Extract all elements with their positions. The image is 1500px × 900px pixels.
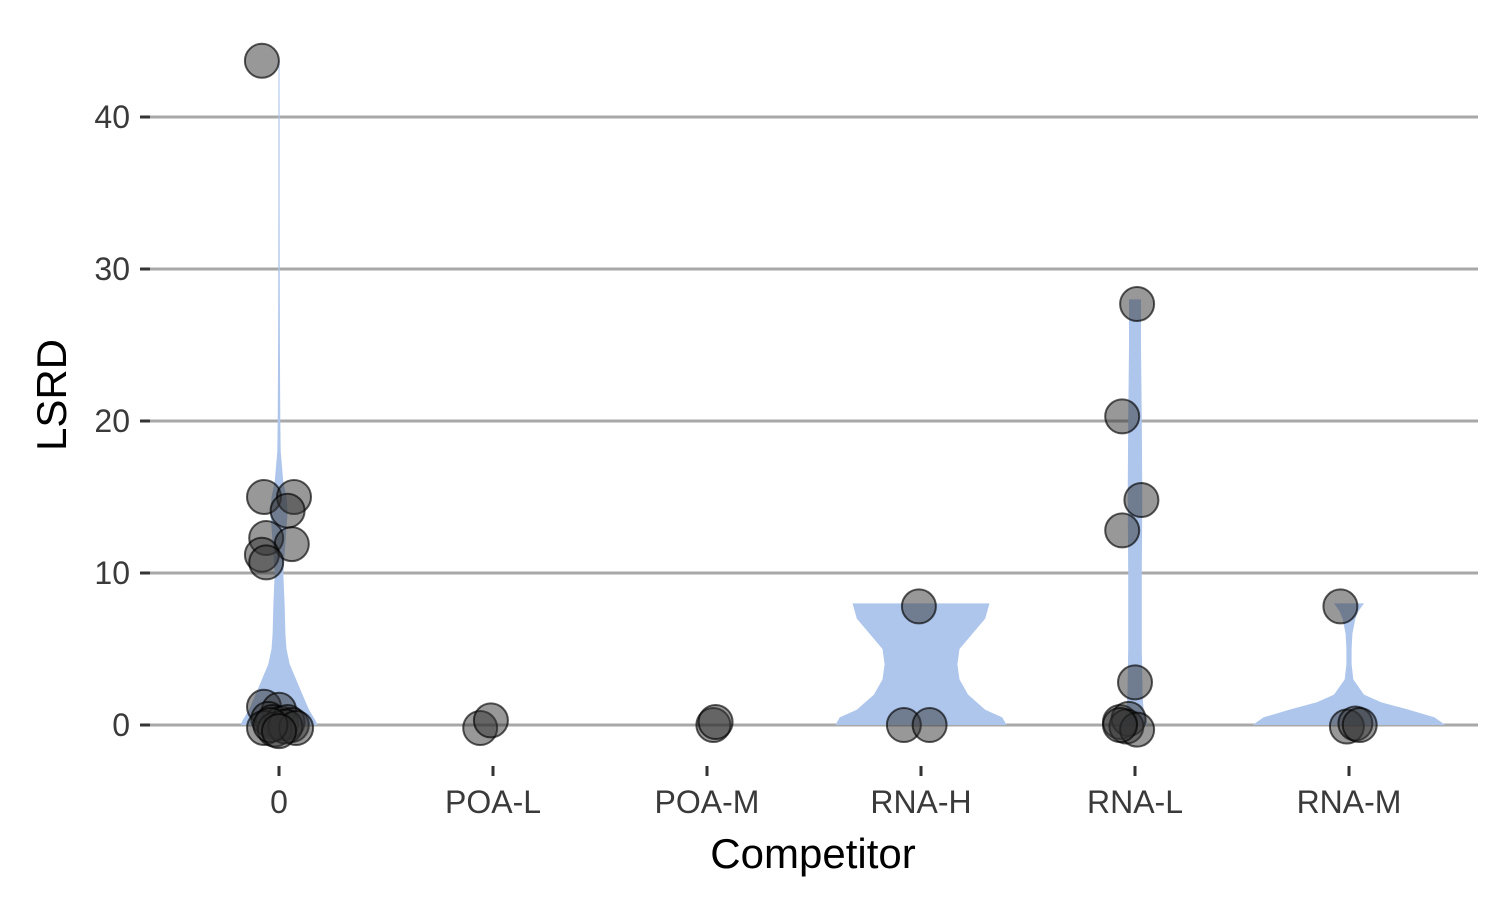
y-tick-label: 40 (94, 99, 130, 135)
x-tick-label: POA-M (655, 784, 760, 820)
y-tick-label: 30 (94, 251, 130, 287)
data-point (911, 707, 948, 743)
data-point (248, 544, 285, 581)
x-tick-label: RNA-M (1297, 784, 1402, 820)
data-point (261, 713, 297, 750)
x-tick-label: RNA-H (870, 784, 971, 820)
y-tick-label: 10 (94, 555, 130, 591)
data-point (1104, 398, 1141, 435)
x-tick-label: 0 (270, 784, 288, 820)
data-point (1102, 707, 1138, 743)
y-tick-label: 0 (112, 707, 130, 743)
data-point (900, 588, 937, 625)
x-axis-title: Competitor (710, 830, 915, 877)
x-tick-label: POA-L (445, 784, 541, 820)
data-point (472, 702, 509, 739)
data-point (1117, 664, 1153, 701)
y-tick-label: 20 (94, 403, 130, 439)
x-tick-label: RNA-L (1087, 784, 1183, 820)
data-point (1123, 482, 1160, 518)
data-point (1119, 286, 1156, 322)
data-point (269, 492, 306, 529)
y-axis-title: LSRD (28, 339, 75, 451)
data-point (243, 42, 280, 79)
violin-rna-h (835, 603, 1007, 725)
point-layer (243, 42, 1378, 750)
data-point (697, 704, 734, 740)
data-point (1322, 588, 1359, 625)
violin-layer (240, 60, 1446, 726)
data-point (1104, 512, 1141, 549)
axis-layer: 0 10 20 30 40 0 POA-L POA-M RNA-H RNA-L RNA-M (94, 99, 1401, 820)
violin-0 (240, 60, 318, 726)
data-point (1341, 707, 1378, 743)
violin-rna-m (1252, 603, 1446, 725)
grid-layer (150, 115, 1478, 727)
